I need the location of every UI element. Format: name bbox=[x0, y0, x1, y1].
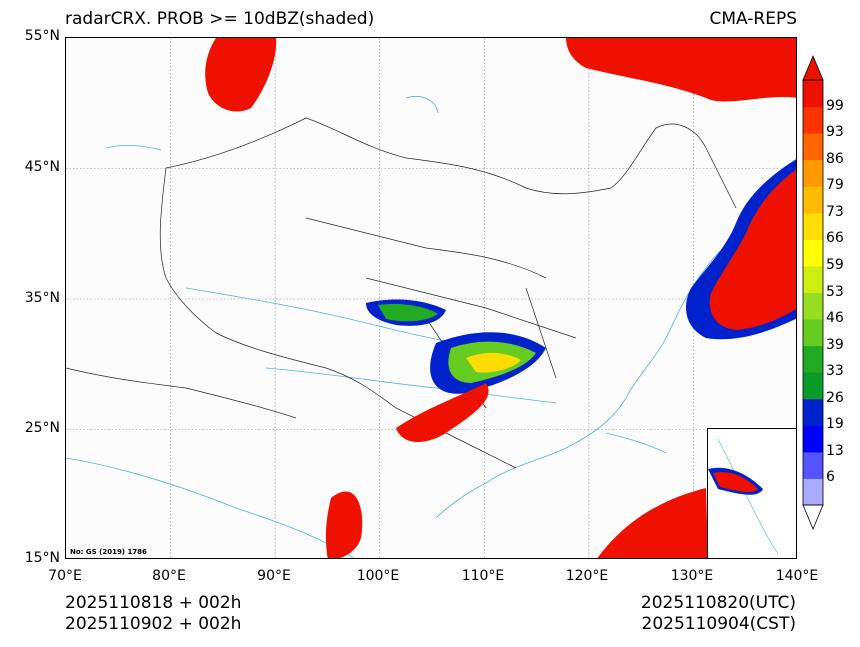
colorbar-segment bbox=[803, 478, 823, 506]
colorbar-segment bbox=[803, 451, 823, 479]
colorbar-tick-label: 33 bbox=[826, 363, 844, 380]
lon-label-70: 70°E bbox=[48, 568, 82, 584]
colorbar-segment bbox=[803, 186, 823, 214]
map-credit: No: GS (2019) 1786 bbox=[70, 548, 147, 556]
colorbar-tick-label: 93 bbox=[826, 124, 844, 141]
valid-time-block: 2025110820(UTC) 2025110904(CST) bbox=[641, 593, 796, 635]
province-line-4 bbox=[525, 287, 557, 379]
colorbar-segment bbox=[803, 212, 823, 240]
valid-cst: 2025110904(CST) bbox=[641, 614, 796, 634]
colorbar-segment bbox=[803, 106, 823, 134]
colorbar-tick-label: 59 bbox=[826, 256, 844, 273]
lon-label-90: 90°E bbox=[257, 568, 291, 584]
colorbar-tick-label: 26 bbox=[826, 389, 844, 406]
colorbar-segment bbox=[803, 398, 823, 426]
lake-baikal bbox=[405, 96, 439, 114]
shade-central-west bbox=[378, 304, 438, 322]
colorbar-tick-label: 13 bbox=[826, 442, 844, 459]
valid-utc: 2025110820(UTC) bbox=[640, 593, 796, 613]
shade-southeast bbox=[597, 488, 708, 558]
shade-south bbox=[325, 491, 363, 558]
model-name: CMA-REPS bbox=[709, 9, 797, 29]
lon-label-80: 80°E bbox=[152, 568, 186, 584]
probability-shading bbox=[205, 38, 796, 558]
inset-canvas bbox=[708, 438, 779, 555]
border-north bbox=[165, 117, 737, 209]
province-line-2 bbox=[365, 277, 577, 339]
coastline-east bbox=[435, 198, 796, 519]
colorbar-segment bbox=[803, 345, 823, 373]
colorbar-tick-label: 86 bbox=[826, 150, 844, 167]
colorbar-segment bbox=[803, 292, 823, 320]
admin-borders bbox=[66, 117, 737, 469]
colorbar-tick-label: 66 bbox=[826, 230, 844, 247]
shade-northwest bbox=[205, 38, 277, 112]
colorbar-tick-label: 53 bbox=[826, 283, 844, 300]
border-india bbox=[66, 367, 297, 419]
lake-balkhash bbox=[105, 144, 162, 151]
shade-north bbox=[566, 38, 796, 102]
colorbar-segment bbox=[803, 319, 823, 347]
lat-label-55: 55°N bbox=[24, 28, 60, 44]
colorbar-segment bbox=[803, 425, 823, 453]
colorbar-frame bbox=[802, 79, 824, 506]
lon-label-130: 130°E bbox=[670, 568, 714, 584]
graticule bbox=[66, 38, 796, 558]
map-canvas bbox=[66, 38, 796, 558]
colorbar-min-arrow bbox=[802, 504, 824, 531]
colorbar-segment bbox=[803, 265, 823, 293]
colorbar-tick-label: 19 bbox=[826, 416, 844, 433]
colorbar-segment bbox=[803, 133, 823, 161]
province-line-1 bbox=[305, 217, 547, 279]
colorbar-tick-label: 46 bbox=[826, 310, 844, 327]
lon-label-120: 120°E bbox=[565, 568, 609, 584]
shade-sichuan-core bbox=[466, 352, 521, 373]
colorbar bbox=[802, 54, 824, 531]
colorbar-max-arrow bbox=[802, 54, 824, 81]
lat-label-45: 45°N bbox=[24, 159, 60, 175]
colorbar-segment bbox=[803, 159, 823, 187]
coastlines-and-rivers bbox=[66, 96, 796, 558]
lon-label-140: 140°E bbox=[775, 568, 819, 584]
inset-shade bbox=[713, 471, 758, 493]
lon-label-110: 110°E bbox=[461, 568, 505, 584]
lat-label-35: 35°N bbox=[24, 290, 60, 306]
colorbar-tick-label: 79 bbox=[826, 177, 844, 194]
init-cst: 2025110902 + 002h bbox=[65, 614, 242, 634]
chart-title: radarCRX. PROB >= 10dBZ(shaded) bbox=[65, 9, 375, 29]
colorbar-tick-label: 39 bbox=[826, 336, 844, 353]
colorbar-segment bbox=[803, 80, 823, 108]
lon-label-100: 100°E bbox=[356, 568, 400, 584]
init-utc: 2025110818 + 002h bbox=[65, 593, 242, 613]
colorbar-tick-label: 73 bbox=[826, 203, 844, 220]
shade-southwest-band bbox=[396, 383, 489, 443]
inset-coastline bbox=[717, 438, 779, 555]
lat-label-15: 15°N bbox=[24, 550, 60, 566]
lat-label-25: 25°N bbox=[24, 420, 60, 436]
river-yangtze bbox=[265, 367, 557, 404]
inset-map bbox=[707, 428, 797, 559]
shade-northeast bbox=[709, 169, 796, 330]
colorbar-segment bbox=[803, 372, 823, 400]
map-panel: No: GS (2019) 1786 bbox=[65, 37, 797, 559]
taiwan-coast bbox=[605, 432, 667, 454]
river-yellow bbox=[185, 287, 457, 344]
coastline-south bbox=[66, 457, 355, 558]
colorbar-segment bbox=[803, 239, 823, 267]
border-west-south bbox=[159, 167, 517, 469]
colorbar-tick-label: 6 bbox=[826, 469, 835, 486]
init-time-block: 2025110818 + 002h 2025110902 + 002h bbox=[65, 593, 241, 635]
colorbar-tick-label: 99 bbox=[826, 97, 844, 114]
